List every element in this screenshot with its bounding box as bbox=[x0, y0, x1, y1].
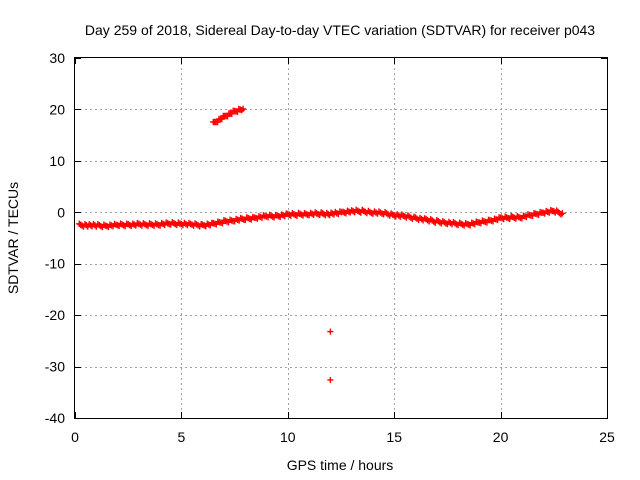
y-tick-label: 10 bbox=[49, 153, 65, 169]
x-tick-label: 0 bbox=[71, 429, 79, 445]
outlier-point bbox=[327, 328, 334, 335]
x-tick-label: 5 bbox=[178, 429, 186, 445]
outlier-point bbox=[327, 376, 334, 383]
raised-arc-point bbox=[238, 106, 245, 114]
y-tick-label: -40 bbox=[45, 410, 65, 426]
y-tick-label: 30 bbox=[49, 50, 65, 66]
chart-title: Day 259 of 2018, Sidereal Day-to-day VTE… bbox=[85, 22, 595, 38]
y-tick-label: 20 bbox=[49, 101, 65, 117]
raised-arc-point bbox=[218, 115, 226, 123]
x-tick-label: 15 bbox=[386, 429, 402, 445]
raised-arc-point bbox=[239, 105, 247, 113]
x-tick-label: 10 bbox=[280, 429, 296, 445]
main-trace-point bbox=[559, 210, 566, 217]
y-tick-label: 0 bbox=[57, 204, 65, 220]
y-tick-label: -20 bbox=[45, 307, 65, 323]
data-points bbox=[76, 105, 566, 383]
x-tick-label: 20 bbox=[493, 429, 509, 445]
y-tick-label: -10 bbox=[45, 256, 65, 272]
main-trace-point bbox=[557, 211, 565, 218]
raised-arc-point bbox=[214, 118, 221, 126]
axes: 0 5 10 15 20 25 -40 -30 -20 -10 0 10 20 30 bbox=[45, 50, 615, 445]
plot-frame bbox=[74, 57, 608, 419]
x-tick-label: 25 bbox=[599, 429, 615, 445]
y-axis-label: SDTVAR / TECUs bbox=[5, 182, 21, 294]
x-axis-label: GPS time / hours bbox=[287, 457, 394, 473]
y-tick-label: -30 bbox=[45, 359, 65, 375]
